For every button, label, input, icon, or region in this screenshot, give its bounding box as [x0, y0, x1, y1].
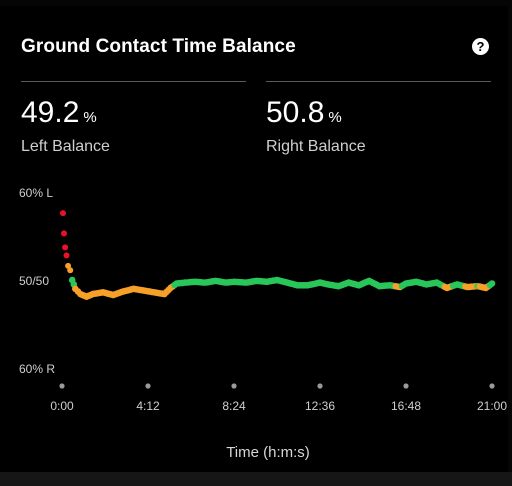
left-balance-number: 49.2 — [21, 96, 80, 129]
gct-balance-card: Ground Contact Time Balance ? 49.2% Left… — [0, 6, 508, 472]
card-title: Ground Contact Time Balance — [21, 36, 296, 57]
x-tick-label: 0:00 — [50, 399, 74, 413]
y-tick-label: 60% R — [19, 362, 55, 376]
right-balance-unit: % — [328, 109, 342, 126]
x-tick-label: 21:00 — [477, 399, 507, 413]
left-divider — [21, 81, 246, 82]
bottom-bar — [0, 472, 512, 486]
x-tick-label: 16:48 — [391, 399, 421, 413]
data-point — [67, 267, 74, 274]
y-tick-label: 60% L — [19, 186, 53, 200]
right-balance-number: 50.8 — [266, 96, 325, 129]
data-point — [61, 230, 67, 237]
gct-balance-chart: 60% L 50/50 60% R 0:00 4:12 8:24 12:36 16:48 21… — [19, 186, 507, 461]
x-axis-tick-labels: 0:00 4:12 8:24 12:36 16:48 21:00 — [50, 399, 507, 413]
x-tick-dot — [403, 383, 409, 389]
right-balance-label: Right Balance — [266, 138, 366, 155]
right-balance-value: 50.8% — [266, 96, 342, 130]
x-tick-dot — [231, 383, 237, 389]
x-axis-label: Time (h:m:s) — [226, 444, 310, 461]
question-circle-icon[interactable]: ? — [472, 38, 489, 55]
y-tick-label: 50/50 — [19, 274, 49, 288]
x-tick-dot — [59, 383, 65, 389]
x-tick-label: 12:36 — [305, 399, 335, 413]
x-tick-label: 8:24 — [222, 399, 246, 413]
x-tick-dot — [489, 383, 495, 389]
left-balance-unit: % — [83, 109, 97, 126]
x-tick-dot — [317, 383, 323, 389]
right-divider — [266, 81, 491, 82]
data-point — [62, 244, 69, 251]
x-tick-dot — [145, 383, 151, 389]
x-axis-tick-dots — [59, 383, 495, 389]
balance-points — [60, 210, 496, 301]
data-point — [63, 252, 70, 259]
data-point — [488, 280, 496, 287]
y-axis-tick-labels: 60% L 50/50 60% R — [19, 186, 55, 376]
left-balance-value: 49.2% — [21, 96, 97, 130]
x-tick-label: 4:12 — [136, 399, 160, 413]
data-point — [60, 210, 66, 217]
left-balance-label: Left Balance — [21, 138, 110, 155]
